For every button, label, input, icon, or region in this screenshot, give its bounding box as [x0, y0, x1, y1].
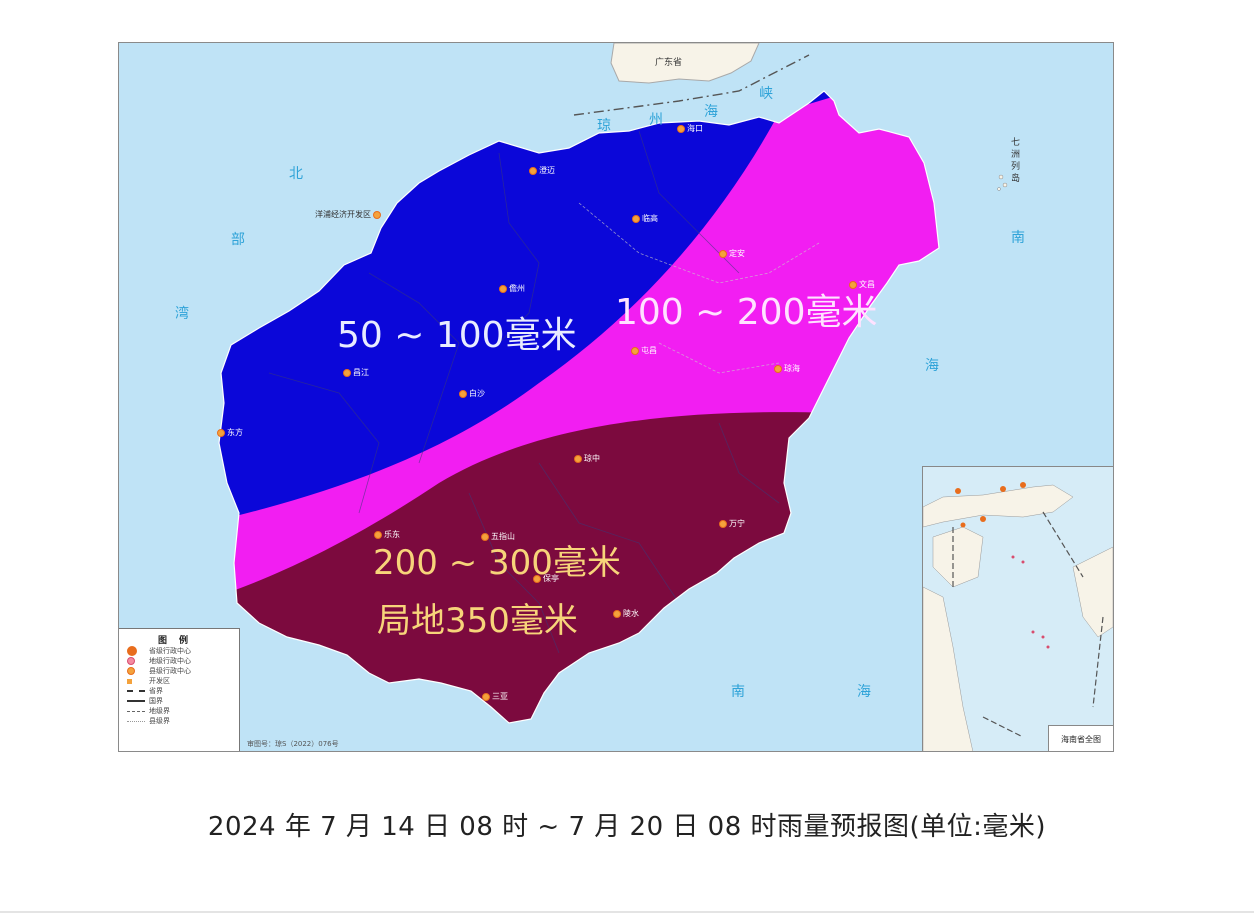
place-marker: 东方: [217, 427, 243, 438]
sea-label-hai: 海: [704, 104, 718, 120]
place-marker: 陵水: [613, 608, 639, 619]
map-canvas: [218, 43, 1008, 724]
inset-label: 海南省全图: [1048, 725, 1113, 751]
place-marker: 三亚: [482, 691, 508, 702]
county-border-icon: [127, 720, 145, 722]
county-center-icon: [127, 667, 135, 675]
legend-item: 县级行政中心: [127, 666, 239, 676]
sea-label-hai-2: 海: [925, 358, 939, 374]
place-marker: 乐东: [374, 529, 400, 540]
place-marker: 临高: [632, 213, 658, 224]
map-legend: 图例 省级行政中心 地级行政中心 县级行政中心 开发区 省界 国界 地级界 县级…: [119, 628, 240, 751]
zone-label-100-200: 100 ~ 200毫米: [615, 292, 878, 333]
rainfall-forecast-map: 琼 州 海 峡 北 部 湾 南 海 南 海 七 洲 列 岛 广东省 海口 澄迈 …: [118, 42, 1114, 752]
development-zone-icon: [127, 678, 132, 684]
island-label-dao: 岛: [1011, 174, 1021, 184]
zone-label-50-100: 50 ~ 100毫米: [337, 315, 577, 356]
qizhou-islands: [997, 174, 1008, 191]
legend-item: 地级界: [127, 706, 239, 716]
province-border-icon: [127, 690, 145, 692]
prefecture-center-icon: [127, 657, 135, 665]
inset-map: 海南省全图: [922, 466, 1113, 751]
place-marker: 白沙: [459, 388, 485, 399]
guangdong-land: [610, 43, 760, 84]
sea-label-wan: 湾: [175, 306, 189, 322]
national-border-icon: [127, 700, 145, 702]
place-marker: 海口: [677, 123, 703, 134]
legend-item: 县级界: [127, 716, 239, 726]
sea-label-xia: 峡: [759, 86, 773, 102]
neighbor-label: 广东省: [655, 58, 683, 68]
place-marker: 洋浦经济开发区: [315, 209, 383, 220]
sea-label-bu: 部: [231, 232, 245, 248]
bottom-divider: [0, 911, 1254, 913]
legend-item: 开发区: [127, 676, 239, 686]
sea-label-qiong: 琼: [597, 118, 611, 134]
inset-map-canvas: [922, 482, 1113, 751]
figure-caption: 2024 年 7 月 14 日 08 时 ~ 7 月 20 日 08 时雨量预报…: [207, 812, 1047, 842]
place-marker: 琼海: [774, 363, 800, 374]
legend-item: 省级行政中心: [127, 646, 239, 656]
place-marker: 儋州: [499, 283, 525, 294]
place-marker: 五指山: [481, 531, 515, 542]
legend-item: 地级行政中心: [127, 656, 239, 666]
sea-label-zhou: 州: [649, 112, 663, 128]
sea-label-hai-3: 海: [857, 684, 871, 700]
place-marker: 定安: [719, 248, 745, 259]
island-label-qi: 七: [1011, 138, 1021, 148]
place-marker: 昌江: [343, 367, 369, 378]
place-marker: 保亭: [533, 573, 559, 584]
zone-label-200-300: 200 ~ 300毫米: [373, 543, 621, 583]
sea-label-nan-2: 南: [731, 684, 745, 700]
island-label-zhou: 洲: [1011, 150, 1021, 160]
prefecture-border-icon: [127, 710, 145, 712]
place-marker: 万宁: [719, 518, 745, 529]
place-marker: 屯昌: [631, 345, 657, 356]
provincial-capital-icon: [127, 646, 137, 656]
place-marker: 澄迈: [529, 165, 555, 176]
legend-item: 省界: [127, 686, 239, 696]
legend-item: 国界: [127, 696, 239, 706]
zone-sublabel-350: 局地350毫米: [377, 601, 578, 641]
strait-boundary: [573, 54, 810, 116]
sea-label-bei: 北: [289, 166, 303, 182]
map-approval-number: 审图号：琼S（2022）076号: [247, 740, 339, 748]
legend-title: 图例: [157, 636, 200, 646]
place-marker: 琼中: [574, 453, 600, 464]
sea-label-nan-1: 南: [1011, 230, 1025, 246]
island-label-lie: 列: [1011, 162, 1021, 172]
place-marker: 文昌: [849, 279, 875, 290]
island-outline: [218, 90, 940, 724]
